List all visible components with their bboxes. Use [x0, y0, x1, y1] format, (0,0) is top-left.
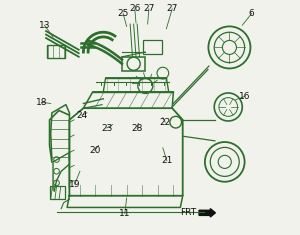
Text: 11: 11: [119, 209, 130, 218]
Text: 20: 20: [89, 146, 100, 155]
Text: 24: 24: [76, 111, 87, 120]
Text: 18: 18: [36, 98, 48, 107]
Text: 28: 28: [131, 124, 143, 133]
Text: 27: 27: [143, 4, 154, 13]
Text: 6: 6: [249, 9, 254, 18]
Text: 13: 13: [39, 21, 50, 30]
Bar: [50, 186, 65, 199]
Text: 22: 22: [160, 118, 171, 127]
Text: 23: 23: [101, 124, 112, 133]
Bar: [122, 57, 145, 71]
Text: 25: 25: [117, 9, 129, 18]
Text: 19: 19: [69, 180, 80, 188]
Text: 27: 27: [167, 4, 178, 13]
Text: 26: 26: [129, 4, 140, 13]
Text: FRT: FRT: [181, 208, 196, 217]
Bar: [143, 40, 162, 55]
Bar: [47, 45, 65, 58]
Text: 16: 16: [239, 92, 250, 101]
FancyArrow shape: [199, 209, 215, 217]
Text: 21: 21: [161, 156, 172, 165]
